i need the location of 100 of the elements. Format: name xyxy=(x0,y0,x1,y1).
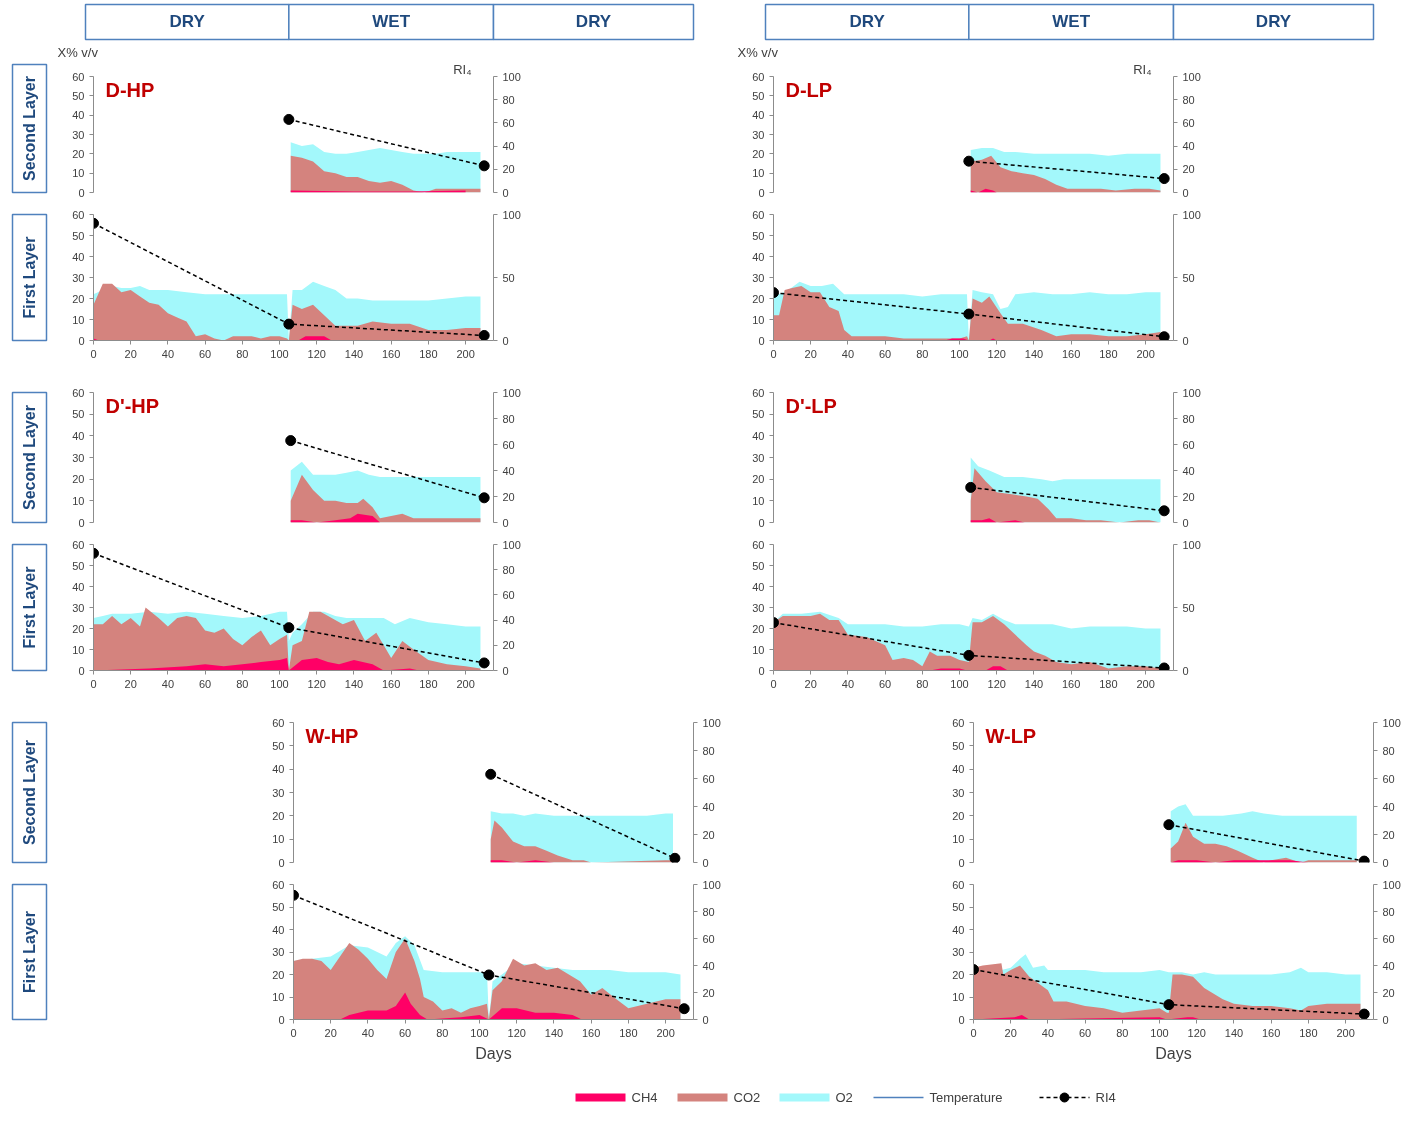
y-tick-label: 20 xyxy=(952,968,965,981)
y-tick-label: 50 xyxy=(752,408,765,421)
x-tick-label: 100 xyxy=(1150,1026,1169,1039)
y-tick-label: 10 xyxy=(952,833,965,846)
y2-tick-label: 20 xyxy=(1382,828,1395,841)
y-tick-label: 60 xyxy=(752,386,765,399)
y-tick-label: 40 xyxy=(72,109,85,122)
x-tick-label: 200 xyxy=(656,1026,675,1039)
x-tick-label: 120 xyxy=(307,347,326,360)
y2-tick-label: 40 xyxy=(1182,464,1195,477)
x-tick-label: 40 xyxy=(361,1026,375,1039)
y-tick-label: 30 xyxy=(952,946,965,958)
y-tick-label: 0 xyxy=(958,856,965,869)
y-tick-label: 60 xyxy=(272,716,285,729)
text: DRY xyxy=(169,12,206,31)
y-tick-label: 50 xyxy=(72,89,85,102)
annotation: W-HP xyxy=(305,724,359,747)
x-tick-label: 60 xyxy=(399,1026,412,1039)
x-tick-label: 0 xyxy=(970,1026,977,1039)
y-tick-label: 20 xyxy=(72,622,85,635)
x-tick-label: 180 xyxy=(1099,347,1118,360)
y2-tick-label: 40 xyxy=(1182,140,1195,153)
annotation: D-LP xyxy=(785,78,833,101)
legend-label: CO2 xyxy=(733,1090,761,1105)
legend-label: O2 xyxy=(835,1090,853,1105)
x-tick-label: 0 xyxy=(90,677,97,690)
text: First Layer xyxy=(21,236,38,319)
x-tick-label: 160 xyxy=(382,347,401,360)
y-tick-label: 0 xyxy=(758,664,765,677)
y-tick-label: 50 xyxy=(952,901,965,913)
x-tick-label: 60 xyxy=(199,677,212,690)
y-tick-label: 20 xyxy=(72,473,85,486)
y2-tick-label: 0 xyxy=(502,664,509,677)
y2-tick-label: 0 xyxy=(502,186,509,199)
y2-tick-label: 100 xyxy=(502,208,521,221)
y-tick-label: 40 xyxy=(952,763,965,776)
y-tick-label: 10 xyxy=(952,991,965,1003)
x-tick-label: 20 xyxy=(124,677,137,690)
y-tick-label: 20 xyxy=(752,473,765,486)
y-tick-label: 50 xyxy=(72,229,85,242)
x-tick-label: 0 xyxy=(90,347,97,360)
y-tick-label: 20 xyxy=(752,147,765,160)
x-tick-label: 20 xyxy=(804,347,817,360)
y2-tick-label: 60 xyxy=(1382,932,1395,945)
y-tick-label: 10 xyxy=(72,494,85,507)
x-tick-label: 180 xyxy=(419,347,438,360)
x-tick-label: 160 xyxy=(382,677,401,690)
y-tick-label: 20 xyxy=(752,292,765,305)
y-tick-label: 50 xyxy=(272,739,285,752)
x-tick-label: 80 xyxy=(236,677,249,690)
y-tick-label: 40 xyxy=(72,429,85,442)
y2-tick-label: 60 xyxy=(702,932,715,945)
y2-tick-label: 20 xyxy=(502,639,515,652)
y2-tick-label: 0 xyxy=(702,1013,709,1026)
y2-tick-label: 0 xyxy=(502,516,509,529)
y-tick-label: 60 xyxy=(72,538,85,551)
x-tick-label: 100 xyxy=(470,1026,489,1039)
y2-tick-label: 0 xyxy=(1182,334,1189,347)
y-tick-label: 60 xyxy=(752,70,765,83)
x-tick-label: 200 xyxy=(1136,347,1155,360)
y-tick-label: 20 xyxy=(72,292,85,305)
y2-tick-label: 40 xyxy=(702,959,715,972)
y2-tick-label: 100 xyxy=(702,878,721,891)
y-tick-label: 50 xyxy=(752,89,765,102)
x-tick-label: 120 xyxy=(1187,1026,1206,1039)
y-tick-label: 30 xyxy=(952,786,965,799)
y2-tick-label: 40 xyxy=(502,464,515,477)
y2-tick-label: 100 xyxy=(502,386,521,399)
y2-tick-label: 100 xyxy=(702,716,721,729)
y2-axis-title: RI₄ xyxy=(453,61,472,77)
y2-tick-label: 0 xyxy=(1182,516,1189,529)
x-tick-label: 160 xyxy=(1062,677,1081,690)
x-tick-label: 200 xyxy=(456,677,475,690)
x-tick-label: 100 xyxy=(950,677,969,690)
x-tick-label: 140 xyxy=(1224,1026,1244,1039)
y-tick-label: 40 xyxy=(752,109,765,122)
x-tick-label: 40 xyxy=(841,677,855,690)
y2-tick-label: 0 xyxy=(702,856,709,869)
y2-axis-title: RI₄ xyxy=(1133,61,1152,77)
y2-tick-label: 100 xyxy=(1382,878,1401,891)
y-tick-label: 40 xyxy=(272,923,285,936)
y-tick-label: 30 xyxy=(272,786,285,799)
y2-tick-label: 80 xyxy=(502,93,515,106)
y2-tick-label: 60 xyxy=(1182,116,1195,129)
y-tick-label: 60 xyxy=(72,70,85,83)
x-tick-label: 100 xyxy=(270,347,289,360)
x-tick-label: 20 xyxy=(1004,1026,1017,1039)
y-tick-label: 0 xyxy=(958,1013,965,1026)
y-tick-label: 60 xyxy=(272,878,285,891)
y-tick-label: 50 xyxy=(72,408,85,421)
y-tick-label: 10 xyxy=(72,643,85,656)
y-tick-label: 30 xyxy=(72,128,85,141)
y2-tick-label: 0 xyxy=(1182,664,1189,677)
y2-tick-label: 80 xyxy=(702,744,715,757)
x-tick-label: 200 xyxy=(1136,677,1155,690)
text: WET xyxy=(1052,12,1091,31)
x-tick-label: 0 xyxy=(290,1026,297,1039)
y2-tick-label: 50 xyxy=(502,271,515,284)
y-tick-label: 0 xyxy=(278,856,285,869)
y-tick-label: 20 xyxy=(72,147,85,160)
